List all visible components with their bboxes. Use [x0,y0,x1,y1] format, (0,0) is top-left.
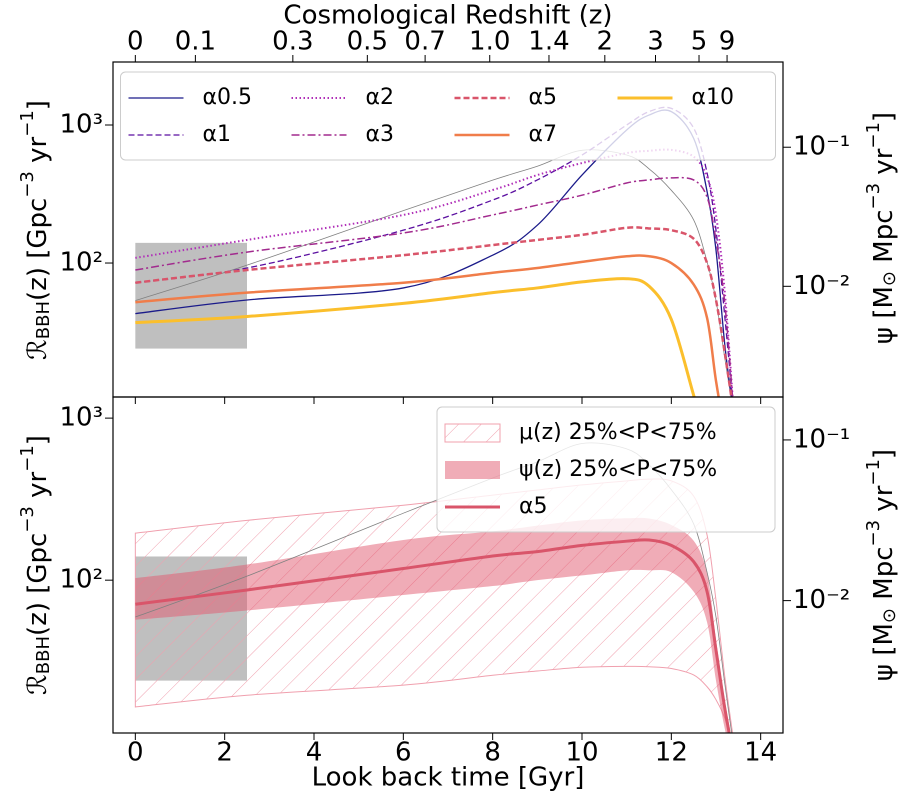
line [135,277,696,397]
x-axis-label: Look back time [Gyr] [312,763,585,793]
y2-tick-label: 10⁻² [793,585,850,615]
y-tick-label: 10³ [59,403,103,433]
legend-box [120,71,776,161]
line [135,176,734,397]
legend-label: μ(z) 25%<P<75% [519,420,717,445]
y-axis-label: ℛBBH(z) [Gpc−3 yr−1] [17,100,54,360]
axes-frame [112,396,784,734]
y2-tick-label: 10⁻¹ [793,132,850,162]
x-tick-label: 14 [744,738,777,768]
x2-tick-label: 1.0 [469,27,510,57]
x-tick-label: 4 [306,738,323,768]
x2-tick-label: 0 [127,27,144,57]
x2-tick-label: 1.4 [528,27,569,57]
x2-tick-label: 3 [647,27,664,57]
legend-box [436,406,776,533]
legend-swatch [444,423,501,443]
plot-area [134,442,734,733]
x-tick-label: 6 [395,738,412,768]
x-tick-label: 8 [484,738,501,768]
line [135,538,731,733]
legend-label: α5 [529,85,558,110]
line [135,226,733,397]
legend-label: α2 [366,85,395,110]
y-tick-label: 10² [59,248,103,278]
line [135,254,720,397]
y2-tick-label: 10⁻² [793,271,850,301]
legend-label: α1 [203,122,232,147]
x2-tick-label: 9 [719,27,736,57]
shaded-region [135,242,247,349]
x2-axis-label: Cosmological Redshift (z) [283,1,612,31]
x2-tick-label: 5 [691,27,708,57]
y-tick-label: 10² [59,565,103,595]
legend-label: α10 [692,85,735,110]
y-axis-label: ℛBBH(z) [Gpc−3 yr−1] [17,435,54,695]
x-tick-label: 12 [655,738,688,768]
legend-label: α7 [529,122,558,147]
x2-tick-label: 0.1 [175,27,216,57]
x-tick-label: 0 [127,738,144,768]
x-tick-label: 10 [565,738,598,768]
x2-tick-label: 0.5 [347,27,388,57]
legend-label: α5 [519,494,548,519]
legend-swatch [445,461,500,479]
x-tick-label: 2 [216,738,233,768]
y2-tick-label: 10⁻¹ [793,424,850,454]
legend-label: α0.5 [203,85,253,110]
y2-axis-label: ψ [M⊙ Mpc−3 yr−1] [863,112,900,344]
legend-label: ψ(z) 25%<P<75% [519,457,717,482]
band [135,517,731,733]
y-tick-label: 10³ [59,109,103,139]
x2-tick-label: 0.3 [272,27,313,57]
legend-label: α3 [366,122,395,147]
plot-area [135,106,734,397]
x2-tick-label: 2 [597,27,614,57]
y2-axis-label: ψ [M⊙ Mpc−3 yr−1] [863,449,900,681]
x2-tick-label: 0.7 [404,27,445,57]
